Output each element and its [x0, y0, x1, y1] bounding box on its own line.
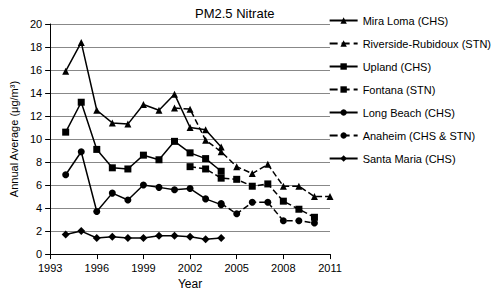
- svg-text:Mira Loma (CHS): Mira Loma (CHS): [363, 15, 449, 27]
- svg-text:Annual Average (μg/m³): Annual Average (μg/m³): [8, 81, 20, 197]
- svg-text:12: 12: [30, 110, 42, 122]
- svg-text:10: 10: [30, 133, 42, 145]
- svg-text:0: 0: [36, 248, 42, 260]
- svg-text:Anaheim (CHS & STN): Anaheim (CHS & STN): [363, 130, 475, 142]
- svg-text:Fontana (STN): Fontana (STN): [363, 84, 436, 96]
- svg-text:2005: 2005: [224, 262, 248, 274]
- svg-text:Riverside-Rubidoux (STN): Riverside-Rubidoux (STN): [363, 38, 491, 50]
- svg-text:2: 2: [36, 225, 42, 237]
- svg-text:14: 14: [30, 87, 42, 99]
- svg-text:20: 20: [30, 18, 42, 30]
- svg-text:16: 16: [30, 64, 42, 76]
- svg-text:2008: 2008: [271, 262, 295, 274]
- svg-text:Long Beach (CHS): Long Beach (CHS): [363, 107, 455, 119]
- svg-text:Year: Year: [178, 277, 202, 291]
- svg-text:2011: 2011: [318, 262, 342, 274]
- svg-text:8: 8: [36, 156, 42, 168]
- svg-text:6: 6: [36, 179, 42, 191]
- svg-text:18: 18: [30, 41, 42, 53]
- svg-text:Upland (CHS): Upland (CHS): [363, 61, 431, 73]
- svg-text:2002: 2002: [178, 262, 202, 274]
- svg-text:Santa Maria (CHS): Santa Maria (CHS): [363, 153, 456, 165]
- svg-text:1999: 1999: [131, 262, 155, 274]
- svg-text:PM2.5 Nitrate: PM2.5 Nitrate: [195, 6, 274, 21]
- svg-text:1993: 1993: [38, 262, 62, 274]
- svg-text:4: 4: [36, 202, 42, 214]
- svg-text:1996: 1996: [85, 262, 109, 274]
